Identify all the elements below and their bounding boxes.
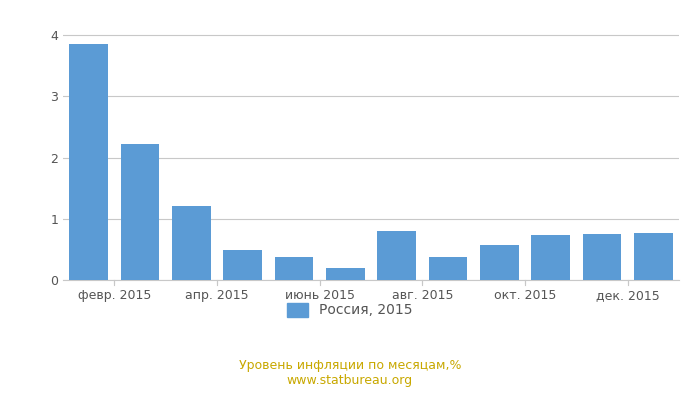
Bar [377,231,416,280]
Bar [531,235,570,280]
Bar [634,233,673,280]
Bar [582,234,622,280]
Bar [223,250,262,280]
Bar [120,144,160,280]
Bar [172,206,211,280]
Bar [69,44,108,280]
Legend: Россия, 2015: Россия, 2015 [281,297,419,323]
Bar [428,257,468,280]
Bar [326,268,365,280]
Text: Уровень инфляции по месяцам,%: Уровень инфляции по месяцам,% [239,360,461,372]
Bar [480,245,519,280]
Text: www.statbureau.org: www.statbureau.org [287,374,413,387]
Bar [274,257,314,280]
